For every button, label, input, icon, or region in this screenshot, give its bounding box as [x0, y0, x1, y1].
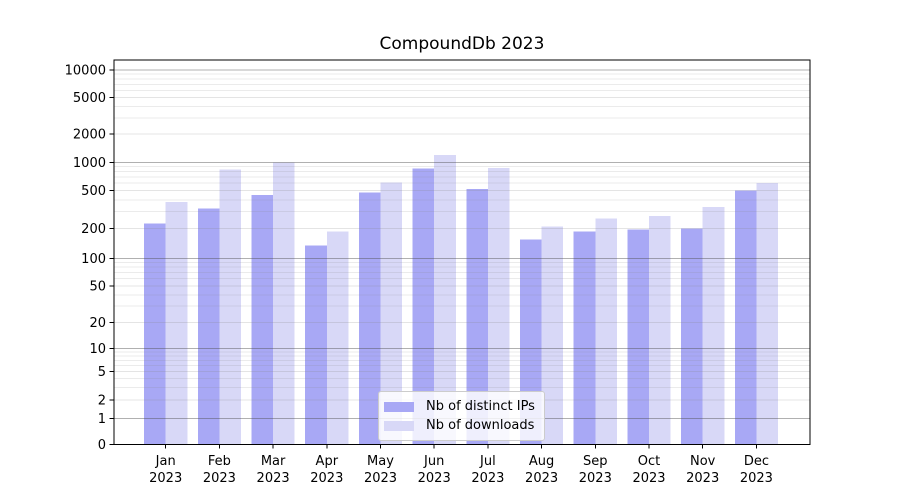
legend-label-downloads: Nb of downloads	[426, 418, 535, 433]
chart-title: CompoundDb 2023	[379, 34, 545, 54]
x-tick-label-year: 2023	[471, 471, 504, 486]
y-tick-label: 10	[89, 342, 106, 357]
x-tick-label-year: 2023	[149, 471, 182, 486]
x-tick-label-month: Dec	[744, 454, 769, 469]
y-tick-label: 2000	[73, 128, 106, 143]
x-tick-label-month: May	[367, 454, 394, 469]
bar-nb-of-downloads-mar	[273, 162, 295, 445]
x-tick-label-month: Oct	[638, 454, 660, 469]
y-tick-label: 20	[89, 316, 106, 331]
x-tick-label-year: 2023	[579, 471, 612, 486]
x-tick-label-year: 2023	[257, 471, 290, 486]
legend-swatch-distinct-ips	[384, 401, 414, 412]
legend-item-distinct-ips: Nb of distinct IPs	[384, 397, 540, 416]
x-tick-label-year: 2023	[632, 471, 665, 486]
x-tick-label-month: Sep	[583, 454, 608, 469]
bar-nb-of-distinct-ips-dec	[734, 190, 757, 445]
bar-nb-of-downloads-apr	[326, 231, 349, 445]
bar-nb-of-downloads-dec	[756, 183, 778, 445]
x-tick-label-month: Aug	[529, 454, 554, 469]
bar-nb-of-distinct-ips-apr	[305, 245, 327, 445]
y-tick-label: 100	[81, 252, 106, 267]
bar-nb-of-downloads-sep	[595, 218, 617, 445]
plot-border	[113, 59, 811, 446]
bar-nb-of-distinct-ips-oct	[627, 229, 649, 445]
bar-nb-of-downloads-oct	[649, 215, 671, 445]
bar-nb-of-downloads-jun	[434, 154, 456, 445]
bar-nb-of-distinct-ips-jan	[144, 223, 166, 445]
x-tick-label-year: 2023	[740, 471, 773, 486]
y-tick-label: 500	[81, 184, 106, 199]
y-tick-label: 5	[98, 365, 106, 380]
y-tick-label: 0	[98, 438, 106, 453]
x-tick-label-year: 2023	[418, 471, 451, 486]
bar-nb-of-downloads-feb	[219, 169, 241, 445]
x-tick-label-month: Jun	[423, 454, 444, 469]
legend: Nb of distinct IPs Nb of downloads	[378, 391, 545, 441]
bar-nb-of-distinct-ips-mar	[251, 195, 274, 445]
x-tick-label-year: 2023	[686, 471, 719, 486]
x-tick-label-year: 2023	[203, 471, 236, 486]
bar-nb-of-distinct-ips-sep	[573, 231, 596, 445]
bar-nb-of-distinct-ips-jul	[466, 189, 488, 445]
y-tick-label: 1	[98, 412, 106, 427]
bar-nb-of-downloads-may	[380, 182, 403, 445]
y-tick-label: 5000	[73, 91, 106, 106]
legend-swatch-downloads	[384, 420, 414, 431]
y-tick-label: 1000	[73, 156, 106, 171]
legend-item-downloads: Nb of downloads	[384, 416, 540, 435]
y-tick-label: 200	[81, 222, 106, 237]
x-tick-label-month: Jan	[155, 454, 176, 469]
bar-nb-of-distinct-ips-may	[358, 192, 381, 445]
bar-nb-of-downloads-jan	[165, 201, 188, 445]
bar-nb-of-downloads-aug	[541, 226, 564, 445]
y-tick-label: 2	[98, 394, 106, 409]
x-tick-label-year: 2023	[310, 471, 343, 486]
x-tick-label-year: 2023	[364, 471, 397, 486]
bar-nb-of-distinct-ips-nov	[681, 228, 703, 445]
bar-nb-of-downloads-nov	[702, 207, 725, 445]
x-tick-label-month: Jul	[479, 454, 496, 469]
bar-nb-of-distinct-ips-jun	[412, 168, 435, 445]
x-tick-label-month: Apr	[316, 454, 339, 469]
bar-nb-of-distinct-ips-feb	[197, 208, 220, 445]
legend-label-distinct-ips: Nb of distinct IPs	[426, 399, 535, 414]
x-tick-label-month: Nov	[690, 454, 716, 469]
x-tick-label-month: Feb	[208, 454, 231, 469]
y-tick-label: 10000	[65, 64, 106, 79]
bar-nb-of-downloads-jul	[487, 168, 510, 445]
y-tick-label: 50	[89, 280, 106, 295]
x-tick-label-year: 2023	[525, 471, 558, 486]
x-tick-label-month: Mar	[261, 454, 286, 469]
